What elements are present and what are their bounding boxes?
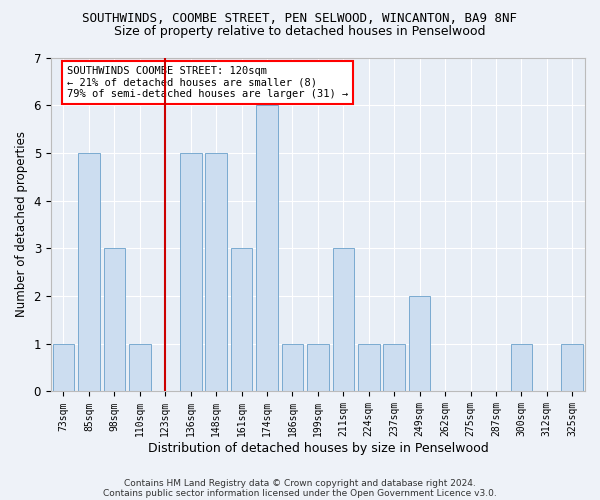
Bar — [205, 153, 227, 392]
Bar — [383, 344, 405, 392]
Bar — [256, 105, 278, 392]
Bar — [307, 344, 329, 392]
Bar — [180, 153, 202, 392]
Bar — [53, 344, 74, 392]
Text: Contains public sector information licensed under the Open Government Licence v3: Contains public sector information licen… — [103, 488, 497, 498]
Bar — [511, 344, 532, 392]
Bar — [358, 344, 380, 392]
Text: SOUTHWINDS COOMBE STREET: 120sqm
← 21% of detached houses are smaller (8)
79% of: SOUTHWINDS COOMBE STREET: 120sqm ← 21% o… — [67, 66, 348, 99]
Bar — [104, 248, 125, 392]
Text: Contains HM Land Registry data © Crown copyright and database right 2024.: Contains HM Land Registry data © Crown c… — [124, 478, 476, 488]
Bar — [281, 344, 303, 392]
Bar — [409, 296, 430, 392]
X-axis label: Distribution of detached houses by size in Penselwood: Distribution of detached houses by size … — [148, 442, 488, 455]
Bar — [231, 248, 253, 392]
Bar — [78, 153, 100, 392]
Bar — [129, 344, 151, 392]
Bar — [562, 344, 583, 392]
Text: Size of property relative to detached houses in Penselwood: Size of property relative to detached ho… — [114, 25, 486, 38]
Text: SOUTHWINDS, COOMBE STREET, PEN SELWOOD, WINCANTON, BA9 8NF: SOUTHWINDS, COOMBE STREET, PEN SELWOOD, … — [83, 12, 517, 26]
Bar — [332, 248, 354, 392]
Y-axis label: Number of detached properties: Number of detached properties — [15, 132, 28, 318]
